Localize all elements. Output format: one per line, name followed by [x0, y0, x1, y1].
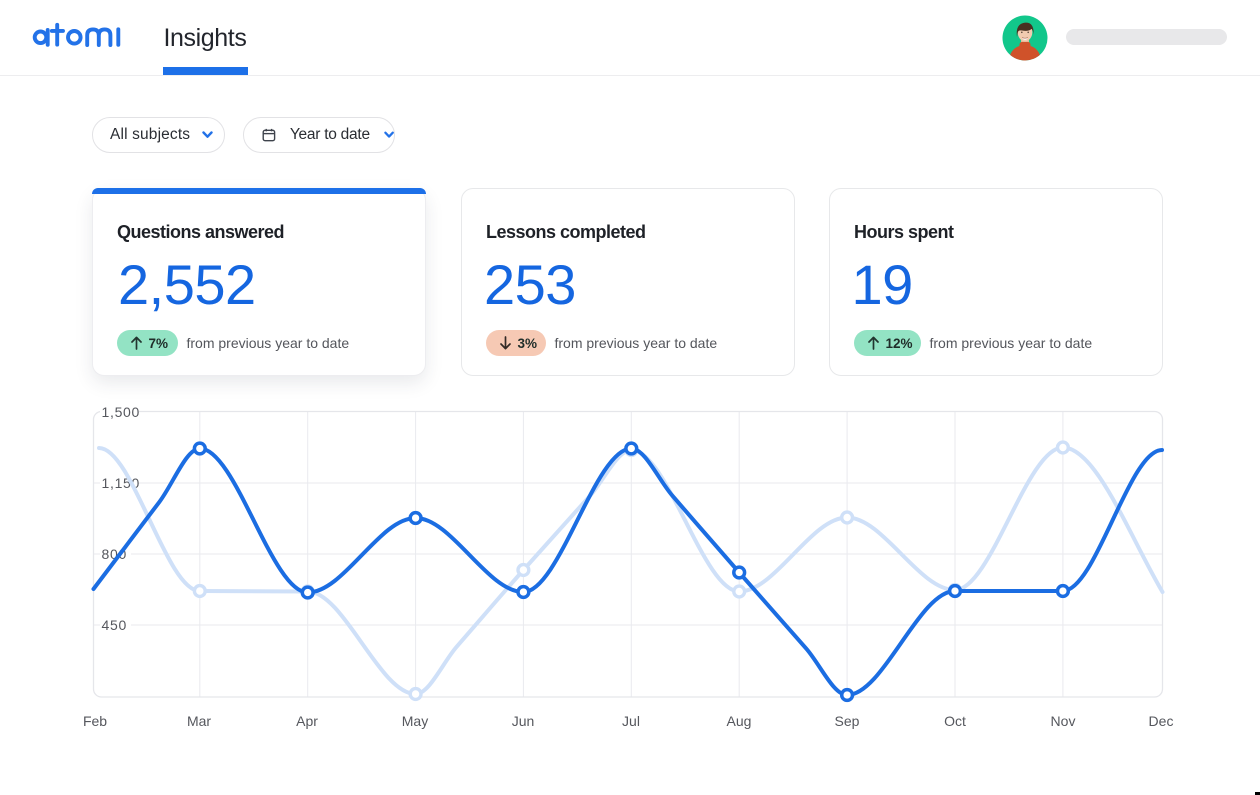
- svg-text:800: 800: [102, 546, 127, 562]
- svg-text:450: 450: [102, 617, 127, 633]
- svg-text:1,500: 1,500: [102, 404, 141, 420]
